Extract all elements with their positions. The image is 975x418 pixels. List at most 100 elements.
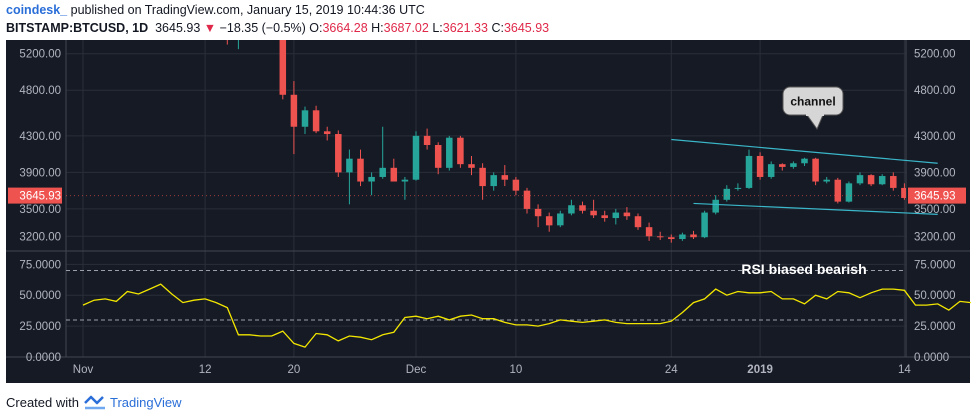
- candle-body: [423, 135, 431, 145]
- candle-body: [579, 205, 586, 211]
- time-tick: Dec: [406, 364, 427, 376]
- candle-body: [623, 212, 631, 217]
- candle-body: [679, 234, 686, 240]
- candle-body: [312, 110, 320, 132]
- candle-body: [523, 190, 531, 209]
- candle-body: [878, 176, 886, 185]
- time-tick: 2019: [747, 364, 773, 376]
- candle-body: [856, 175, 864, 184]
- symbol-label: BITSTAMP:BTCUSD, 1D: [6, 21, 149, 35]
- low-value: 3621.33: [442, 21, 488, 35]
- candle-body: [812, 158, 819, 182]
- close-value: 3645.93: [503, 21, 550, 35]
- candle-body: [690, 234, 697, 238]
- candle-body: [890, 176, 897, 188]
- tradingview-brand[interactable]: TradingView: [110, 395, 182, 410]
- candle-body: [279, 40, 287, 95]
- price-tick-right: 5200.00: [914, 49, 956, 61]
- candle-body: [457, 137, 464, 165]
- rsi-tick-left: 75.0000: [19, 259, 61, 271]
- rsi-tick-left: 25.0000: [19, 321, 61, 333]
- last-price: 3645.93: [155, 21, 201, 35]
- candle-body: [490, 175, 497, 187]
- candle-body: [468, 164, 475, 168]
- rsi-title: RSI biased bearish: [741, 261, 866, 277]
- price-tick-left: 3500.00: [19, 204, 61, 216]
- candle-body: [801, 158, 808, 164]
- price-tick-right: 3200.00: [914, 231, 956, 243]
- open-label: O:: [309, 21, 323, 35]
- close-label: C:: [491, 21, 504, 35]
- username-link[interactable]: coindesk_: [6, 3, 68, 17]
- candle-body: [734, 187, 742, 189]
- candle-body: [612, 212, 620, 219]
- high-label: H:: [371, 21, 384, 35]
- candle-body: [590, 210, 597, 216]
- candle-body: [601, 215, 608, 219]
- time-tick: 24: [665, 364, 678, 376]
- candle-body: [668, 237, 675, 240]
- last-price-label-left: 3645.93: [19, 191, 61, 203]
- candle-body: [534, 208, 542, 217]
- candle-body: [723, 188, 731, 200]
- last-price-badge-right: [908, 187, 966, 204]
- candle-body: [901, 187, 906, 198]
- candle-body: [767, 164, 775, 177]
- candle-body: [346, 158, 353, 173]
- candle-body: [357, 158, 364, 182]
- candle-body: [368, 176, 375, 182]
- high-value: 3687.02: [383, 21, 429, 35]
- candle-body: [323, 131, 331, 135]
- candle-body: [779, 164, 786, 167]
- open-value: 3664.28: [322, 21, 368, 35]
- candle-body: [568, 205, 575, 214]
- tradingview-logo-icon: [83, 395, 105, 410]
- created-with-text: Created with: [6, 395, 79, 410]
- candle-body: [335, 134, 342, 173]
- change-value: −18.35 (−0.5%): [219, 21, 306, 35]
- time-tick: 20: [288, 364, 301, 376]
- candle-body: [834, 179, 842, 202]
- price-chart[interactable]: channel 5200.00 5200.00 4800.00 4800.00 4300.…: [0, 40, 975, 385]
- candle-body: [867, 175, 875, 185]
- candle-body: [712, 199, 719, 213]
- time-tick: 12: [199, 364, 212, 376]
- candle-body: [790, 163, 797, 167]
- price-tick-left: 3200.00: [19, 231, 61, 243]
- candle-body: [634, 216, 642, 228]
- low-label: L:: [432, 21, 443, 35]
- rsi-tick-right: 50.0000: [914, 290, 956, 302]
- channel-callout-joint: [806, 113, 824, 116]
- last-price-badge-left: [8, 187, 62, 204]
- ohlc-line: BITSTAMP:BTCUSD, 1D 3645.93 ▼ −18.35 (−0…: [6, 21, 549, 35]
- rsi-tick-left: 0.0000: [26, 352, 61, 364]
- time-tick: Nov: [73, 364, 94, 376]
- candles-group: [226, 40, 906, 243]
- candle-body: [301, 110, 309, 127]
- candle-body: [412, 135, 420, 180]
- rsi-tick-right: 75.0000: [914, 259, 956, 271]
- price-tick-right: 4300.00: [914, 131, 956, 143]
- candle-body: [501, 175, 509, 180]
- footer: Created with TradingView: [6, 394, 182, 410]
- candle-body: [745, 155, 753, 188]
- candle-body: [845, 183, 853, 202]
- candle-body: [512, 179, 520, 191]
- published-text: published on TradingView.com, January 15…: [70, 3, 425, 17]
- publish-line: coindesk_ published on TradingView.com, …: [6, 3, 425, 17]
- channel-upper-line: [671, 138, 938, 164]
- candle-body: [645, 227, 653, 237]
- candle-body: [701, 212, 708, 238]
- price-tick-left: 4800.00: [19, 85, 61, 97]
- rsi-line: [82, 283, 972, 348]
- candle-body: [434, 145, 442, 168]
- candle-body: [656, 236, 664, 238]
- channel-lower-line: [693, 202, 938, 215]
- candle-body: [823, 179, 830, 182]
- candle-body: [290, 94, 298, 127]
- time-tick: 14: [898, 364, 911, 376]
- candle-body: [446, 137, 453, 168]
- candle-body: [390, 167, 398, 182]
- candle-body: [756, 155, 764, 177]
- rsi-tick-right: 25.0000: [914, 321, 956, 333]
